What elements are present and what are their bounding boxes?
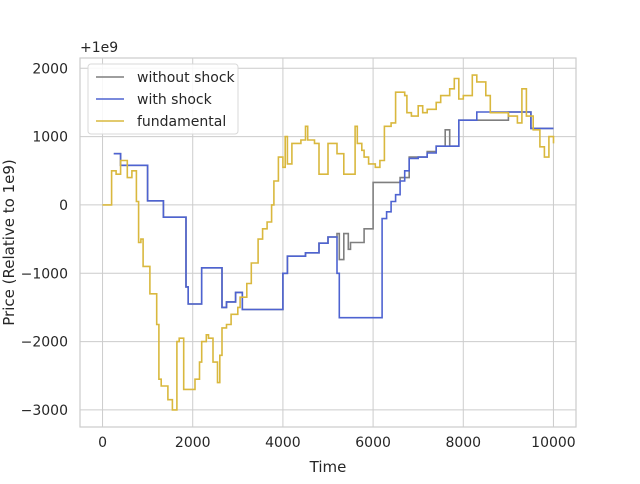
x-axis-label: Time bbox=[309, 458, 347, 476]
x-tick-label: 2000 bbox=[175, 435, 211, 451]
plot-frame bbox=[79, 57, 577, 428]
x-tick-labels: 0 2000 4000 6000 8000 10000 bbox=[98, 435, 576, 451]
legend-label-with-shock: with shock bbox=[137, 92, 213, 108]
y-tick-label: −3000 bbox=[21, 403, 68, 419]
y-tick-label: −2000 bbox=[21, 335, 68, 351]
legend-label-fundamental: fundamental bbox=[137, 114, 226, 130]
x-tick-label: 10000 bbox=[531, 435, 576, 451]
y-tick-label: 1000 bbox=[32, 130, 68, 146]
legend-box bbox=[87, 63, 239, 135]
plot-lines bbox=[102, 74, 555, 411]
series-line-with-shock bbox=[113, 111, 554, 319]
series-line-without-shock bbox=[113, 111, 554, 311]
x-tick-label: 8000 bbox=[445, 435, 481, 451]
legend-label-without-shock: without shock bbox=[137, 70, 236, 86]
series-line-fundamental bbox=[102, 74, 555, 411]
x-tick-label: 6000 bbox=[355, 435, 391, 451]
y-tick-label: −1000 bbox=[21, 266, 68, 282]
x-tick-label: 0 bbox=[98, 435, 107, 451]
legend: without shock with shock fundamental bbox=[87, 63, 239, 135]
y-axis-label: Price (Relative to 1e9) bbox=[0, 159, 18, 325]
x-tick-label: 4000 bbox=[265, 435, 301, 451]
y-tick-label: 0 bbox=[59, 198, 68, 214]
y-tick-label: 2000 bbox=[32, 61, 68, 77]
y-tick-labels: −3000 −2000 −1000 0 1000 2000 bbox=[21, 61, 68, 419]
y-offset-text: +1e9 bbox=[80, 40, 118, 56]
